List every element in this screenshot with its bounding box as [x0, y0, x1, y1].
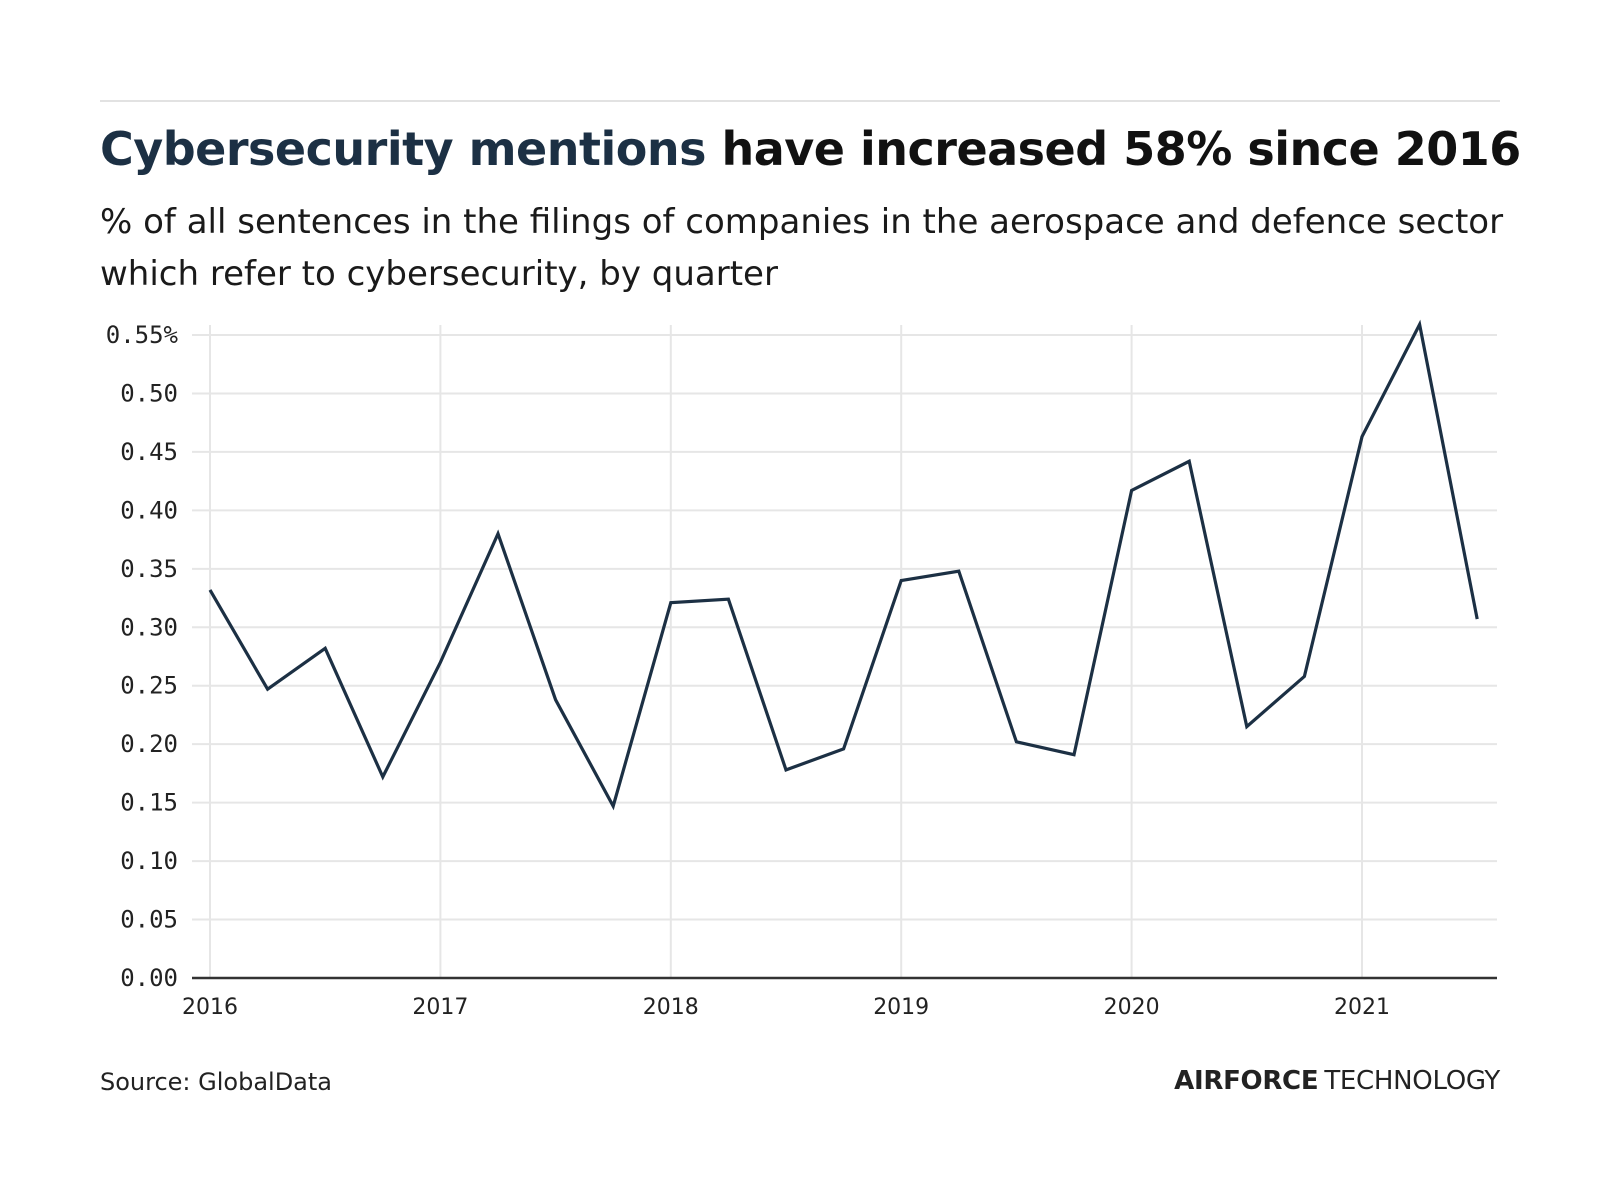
brand-light: TECHNOLOGY — [1324, 1066, 1500, 1096]
chart-title-highlight: Cybersecurity mentions — [100, 122, 706, 176]
y-tick-label: 0.50 — [120, 379, 178, 407]
y-axis-ticks: 0.00 0.05 0.10 0.15 0.20 0.25 0.30 0.35 0.40 0.45… — [106, 321, 179, 992]
brand-bold: AIRFORCE — [1174, 1066, 1319, 1096]
y-tick-label: 0.05 — [120, 906, 178, 934]
series-group — [208, 319, 1479, 811]
source-note: Source: GlobalData — [100, 1068, 333, 1096]
x-tick-label: 2017 — [412, 995, 468, 1020]
y-tick-label: 0.45 — [120, 438, 178, 466]
y-tick-label: 0.15 — [120, 789, 178, 817]
y-tick-label: 0.30 — [120, 613, 178, 641]
series-line — [208, 319, 1479, 811]
x-axis-ticks: 2016 2017 2018 2019 2020 2021 — [182, 995, 1390, 1020]
y-gridlines — [192, 334, 1497, 921]
brand-logo: AIRFORCE TECHNOLOGY — [1174, 1066, 1500, 1096]
chart-subtitle: % of all sentences in the filings of com… — [100, 202, 1504, 294]
y-tick-label: 0.10 — [120, 847, 178, 875]
chart-title: Cybersecurity mentions have increased 58… — [100, 122, 1521, 176]
x-tick-label: 2019 — [873, 995, 929, 1020]
top-rule — [100, 100, 1500, 102]
y-tick-label: 0.40 — [120, 496, 178, 524]
x-tick-label: 2018 — [643, 995, 699, 1020]
y-tick-label: 0.20 — [120, 730, 178, 758]
y-tick-label: 0.25 — [120, 672, 178, 700]
x-tick-label: 2021 — [1334, 995, 1390, 1020]
x-tick-label: 2020 — [1104, 995, 1160, 1020]
chart-title-rest: have increased 58% since 2016 — [705, 122, 1521, 176]
x-tick-label: 2016 — [182, 995, 238, 1020]
y-tick-label: 0.35 — [120, 555, 178, 583]
y-tick-label: 0.55% — [106, 321, 179, 349]
y-tick-label: 0.00 — [120, 964, 178, 992]
x-gridlines — [209, 325, 1363, 978]
